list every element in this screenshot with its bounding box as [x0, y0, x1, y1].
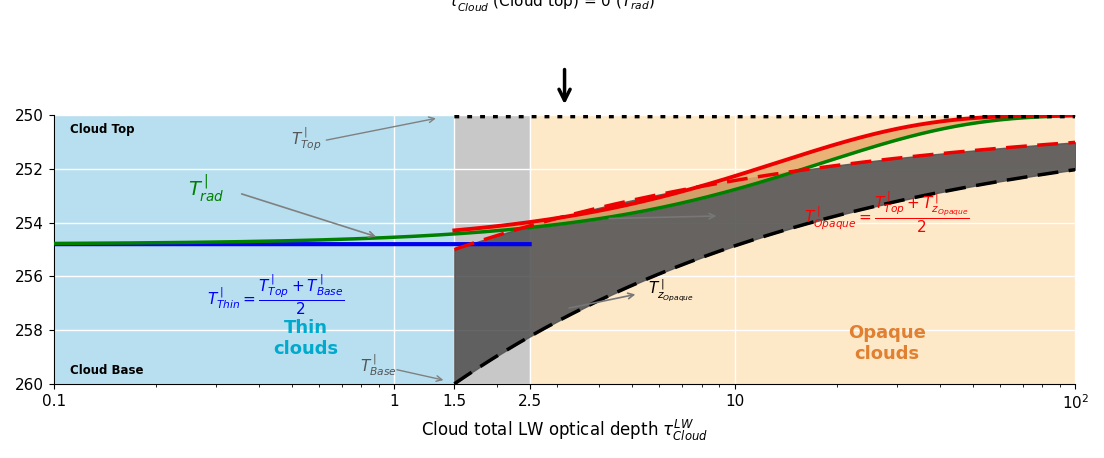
- Text: Thin
clouds: Thin clouds: [274, 319, 339, 358]
- Text: $\tau^{LW}_{Cloud}$ (Cloud top) = 0 ($T_{rad}$): $\tau^{LW}_{Cloud}$ (Cloud top) = 0 ($T_…: [448, 0, 656, 14]
- Text: $T_{Top}^{\,|}$: $T_{Top}^{\,|}$: [290, 125, 321, 153]
- X-axis label: Cloud total LW optical depth $\tau^{LW}_{Cloud}$: Cloud total LW optical depth $\tau^{LW}_…: [421, 418, 708, 443]
- Text: $T_{Base}^{\,|}$: $T_{Base}^{\,|}$: [360, 352, 397, 378]
- Text: Cloud Base: Cloud Base: [71, 364, 144, 377]
- Text: Cloud Top: Cloud Top: [71, 123, 135, 136]
- Text: $T_{z_{Opaque}}^{\,|}$: $T_{z_{Opaque}}^{\,|}$: [648, 277, 694, 303]
- Text: $T_{Thin}^{\,|}=\dfrac{T_{Top}^{\,|}+T_{Base}^{\,|}}{2}$: $T_{Thin}^{\,|}=\dfrac{T_{Top}^{\,|}+T_{…: [208, 273, 344, 317]
- Bar: [454, 115, 530, 384]
- Bar: [530, 115, 1075, 384]
- Text: $T_{Opaque}^{\,|}=\dfrac{T_{Top}^{\,|}+T_{z_{Opaque}}^{\,|}}{2}$: $T_{Opaque}^{\,|}=\dfrac{T_{Top}^{\,|}+T…: [805, 189, 970, 234]
- Text: $T_{rad}^{\,|}$: $T_{rad}^{\,|}$: [188, 172, 224, 204]
- Text: Opaque
clouds: Opaque clouds: [848, 324, 926, 363]
- Bar: [54, 115, 454, 384]
